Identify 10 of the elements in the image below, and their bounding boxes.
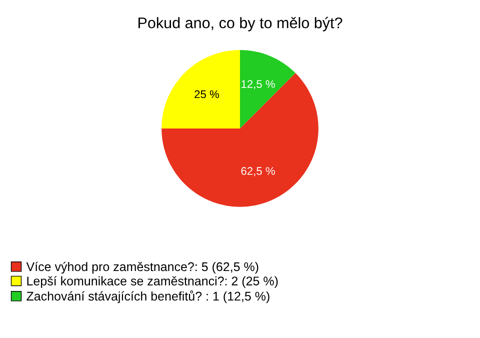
data-label: 12,5 % xyxy=(242,80,275,90)
legend-label: Více výhod pro zaměstnance?: 5 (62,5 %) xyxy=(26,262,258,274)
pie-slice xyxy=(240,50,296,128)
pie-slice xyxy=(162,72,318,207)
legend-label: Zachování stávajících benefitů? : 1 (12,5 %) xyxy=(26,290,270,304)
data-label: 25 % xyxy=(194,90,219,98)
data-label: 62,5 % xyxy=(241,167,275,176)
legend-label: Lepší komunikace se zaměstnanci?: 2 (25 %) xyxy=(27,276,278,288)
chart-title: Pokud ano, co by to mělo být? xyxy=(138,16,342,32)
pie-slice xyxy=(162,50,240,128)
